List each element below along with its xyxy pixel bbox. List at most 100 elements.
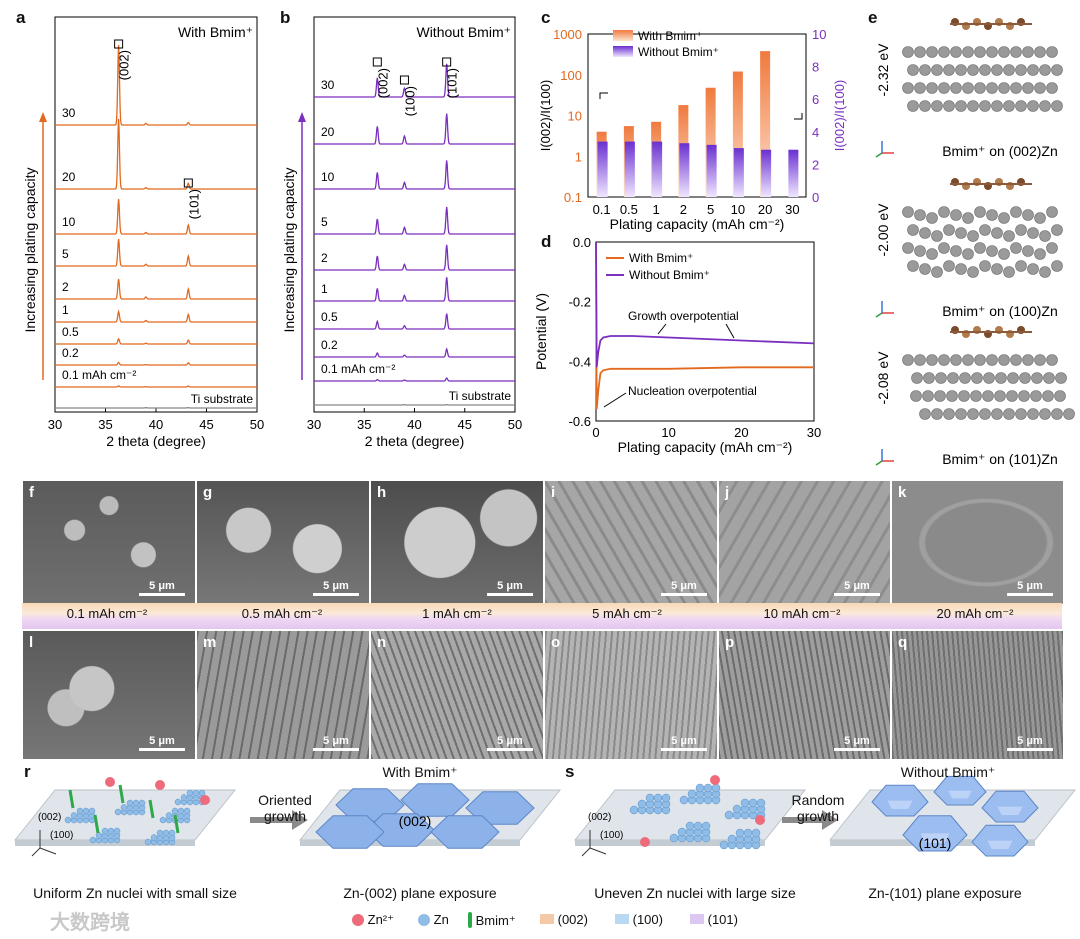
zn-atom	[1046, 46, 1058, 58]
x-tick-label: 10	[661, 425, 675, 440]
zn-cluster-atom	[637, 799, 647, 809]
zn-atom	[1015, 260, 1027, 272]
trace-label-4: 2	[321, 251, 328, 265]
zn-atom	[1039, 230, 1051, 242]
zn-atom	[986, 354, 998, 366]
bar-without-5	[706, 144, 717, 197]
zn-cluster-atom	[703, 783, 713, 793]
peak-label: (002)	[117, 50, 132, 80]
zn-atom	[974, 206, 986, 218]
zn-atom	[1055, 372, 1067, 384]
legend-100-item: (100)	[615, 912, 663, 927]
zn-atom	[926, 212, 938, 224]
zn-atom	[902, 82, 914, 94]
legend-101-swatch	[690, 914, 704, 924]
caption-s-right: Zn-(101) plane exposure	[868, 885, 1022, 901]
x-tick-label: 2	[680, 202, 687, 217]
x-tick-label: 35	[98, 417, 112, 432]
zn-atom	[1027, 100, 1039, 112]
y-right-tick: 4	[812, 125, 819, 140]
scale-bar	[313, 748, 359, 751]
sem-letter-p: p	[725, 634, 735, 651]
trace-label-0: 30	[62, 106, 76, 120]
panel-e-letter: e	[868, 8, 878, 27]
sem-letter-l: l	[29, 634, 34, 651]
zn-pyramid	[871, 784, 929, 817]
scale-bar-label: 5 μm	[497, 735, 523, 747]
bar-without-2	[679, 143, 690, 197]
axis-label-100: (100)	[600, 830, 623, 841]
panel-b-letter: b	[280, 8, 291, 27]
scale-bar-label: 5 μm	[1017, 580, 1043, 592]
trace-label-4: 2	[62, 280, 69, 294]
zn-atom	[1022, 209, 1034, 221]
zn-atom	[955, 64, 967, 76]
zn-atom	[998, 354, 1010, 366]
zn-atom	[947, 372, 959, 384]
zn-atom	[943, 260, 955, 272]
axis-label-002: (002)	[588, 812, 611, 823]
zn-cluster-atom	[732, 804, 742, 814]
zn-atom	[998, 248, 1010, 260]
zn-atom	[919, 100, 931, 112]
legend-101-item: (101)	[690, 912, 738, 927]
zn-cluster-atom	[719, 840, 729, 850]
zn-atom	[994, 390, 1006, 402]
scale-bar-label: 5 μm	[671, 580, 697, 592]
zn-cluster-atom	[162, 829, 170, 837]
x-tick-label: 50	[508, 417, 522, 432]
trace-label-1: 20	[62, 170, 76, 184]
zn2-ion	[155, 780, 165, 790]
x-axis-label: 2 theta (degree)	[365, 433, 465, 449]
scale-bar	[661, 593, 707, 596]
zn-atom	[923, 372, 935, 384]
zn-atom	[1027, 64, 1039, 76]
zn-atom	[955, 408, 967, 420]
zn-atom	[991, 263, 1003, 275]
zn-atom	[1022, 245, 1034, 257]
scale-bar-label: 5 μm	[497, 580, 523, 592]
zn-atom	[986, 82, 998, 94]
scale-bar-label: 5 μm	[671, 735, 697, 747]
zn-cluster-atom	[687, 789, 697, 799]
y-left-label: I(002)/I(100)	[538, 80, 553, 152]
panel-c-letter: c	[541, 8, 551, 27]
zn-atom	[1039, 100, 1051, 112]
zn-atom	[979, 224, 991, 236]
series-1	[595, 241, 815, 368]
caption-r-title: With Bmim⁺	[382, 764, 458, 780]
zn-atom	[1022, 82, 1034, 94]
zn-pyramid-top	[887, 800, 913, 809]
zn-atom	[979, 260, 991, 272]
y-tick-label: -0.6	[569, 414, 591, 429]
xrd-chart-without-bmim: 30 35 40 45 50 2 theta (degree) Increasing pla…	[281, 16, 522, 449]
trace-label-5: 1	[62, 303, 69, 317]
zn-atom	[979, 64, 991, 76]
zn-atom	[1039, 408, 1051, 420]
legend-without-label: Without Bmim⁺	[629, 268, 710, 282]
dft-adsorption-panel: -2.32 eV Bmim⁺ on (002)Zn -2.00 eV Bmim⁺ on…	[875, 18, 1075, 467]
cap-label-5: 20 mAh cm⁻²	[936, 606, 1014, 621]
sem-image-h: h 5 μm	[370, 480, 544, 605]
zn-hexagon	[315, 815, 385, 849]
zn-atom	[1063, 408, 1075, 420]
sem-image-o: o 5 μm	[544, 630, 718, 760]
adsorption-label-0: Bmim⁺ on (002)Zn	[942, 143, 1058, 159]
x-tick-label: 30	[807, 425, 821, 440]
zn-atom	[971, 372, 983, 384]
bar-without-20	[761, 149, 772, 197]
zn-atom	[1034, 354, 1046, 366]
zn-atom	[902, 206, 914, 218]
annot-growth-arrow2	[725, 323, 735, 339]
y-left-tick: 100	[560, 68, 582, 83]
axis-label-002: (002)	[38, 812, 61, 823]
y-tick-label: -0.2	[569, 295, 591, 310]
zn-atom	[1015, 64, 1027, 76]
plot-frame	[54, 16, 258, 413]
zn-atom	[1015, 100, 1027, 112]
zn-atom	[970, 390, 982, 402]
zn-atom	[1051, 408, 1063, 420]
zn-atom	[1003, 266, 1015, 278]
zn-cluster-atom	[150, 834, 158, 841]
xrd-trace-5	[314, 277, 515, 302]
